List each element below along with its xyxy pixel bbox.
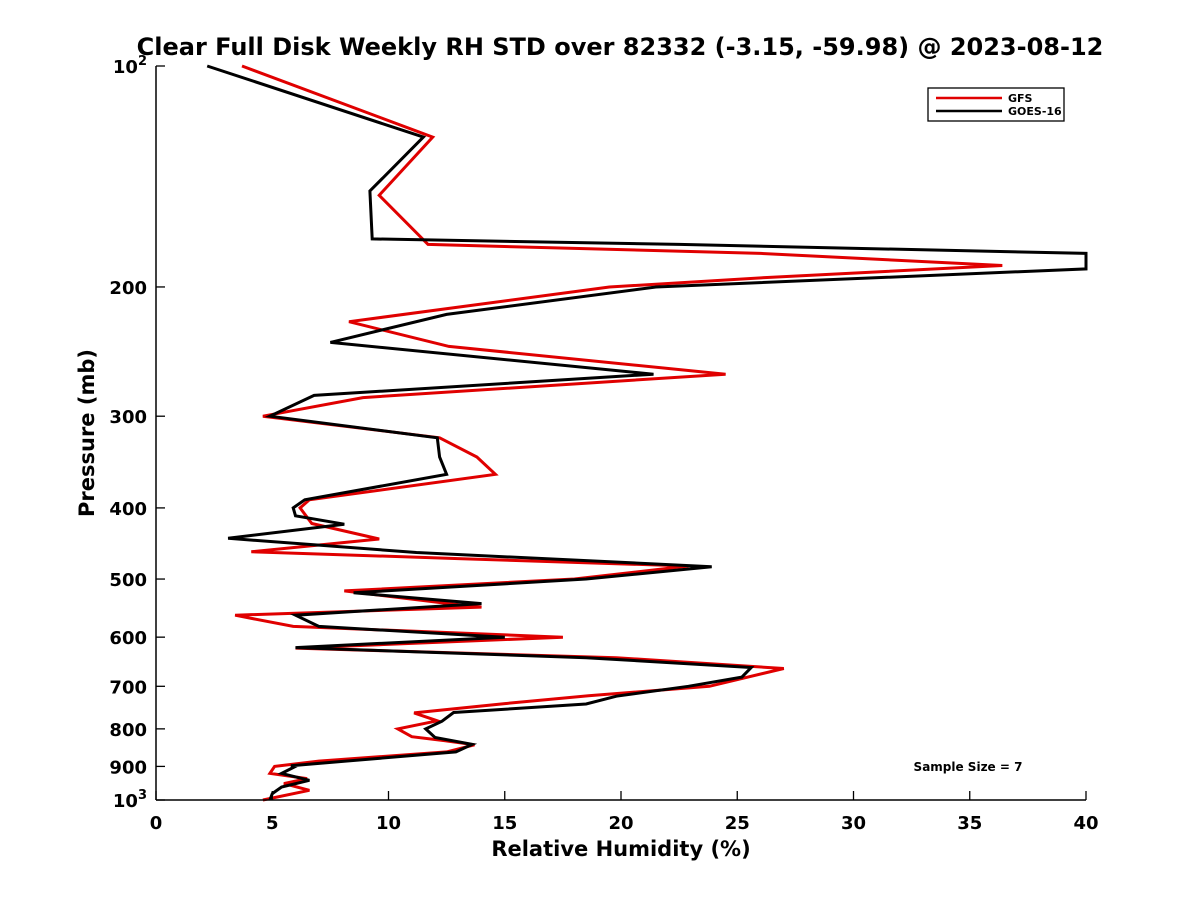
chart-title: Clear Full Disk Weekly RH STD over 82332…	[137, 33, 1104, 61]
y-tick-label: 600	[109, 628, 147, 649]
y-tick-label: 900	[109, 757, 147, 778]
legend-label-gfs: GFS	[1008, 92, 1033, 105]
legend-box	[927, 87, 1065, 122]
sample-size-annotation: Sample Size = 7	[914, 760, 1023, 774]
x-tick-label: 15	[492, 813, 517, 834]
y-tick-label: 400	[109, 499, 147, 520]
x-tick-label: 5	[266, 813, 279, 834]
x-tick-label: 40	[1073, 813, 1098, 834]
x-tick-label: 25	[725, 813, 750, 834]
y-tick-label: 200	[109, 278, 147, 299]
y-tick-label: 102	[113, 54, 147, 78]
series-layer	[206, 64, 1088, 802]
x-tick-label: 35	[957, 813, 982, 834]
series-line-gfs	[234, 64, 1003, 802]
y-tick-label: 103	[113, 788, 147, 812]
y-tick-label: 300	[109, 407, 147, 428]
legend: GFS GOES-16	[927, 87, 1065, 122]
x-axis-label: Relative Humidity (%)	[491, 837, 750, 861]
x-tick-group: 0 5 10 15 20 25 30 35 40	[150, 791, 1099, 834]
x-tick-label: 0	[150, 813, 163, 834]
y-tick-label: 700	[109, 677, 147, 698]
series-line-goes16	[206, 64, 1088, 801]
y-tick-group: 102 200 300 400 500 600 700 800 900 103	[109, 54, 165, 812]
x-tick-label: 20	[608, 813, 633, 834]
x-tick-label: 30	[841, 813, 866, 834]
y-tick-label: 800	[109, 720, 147, 741]
legend-label-goes16: GOES-16	[1008, 105, 1062, 118]
y-axis-label: Pressure (mb)	[75, 349, 99, 517]
y-tick-label: 500	[109, 570, 147, 591]
x-tick-label: 10	[376, 813, 401, 834]
